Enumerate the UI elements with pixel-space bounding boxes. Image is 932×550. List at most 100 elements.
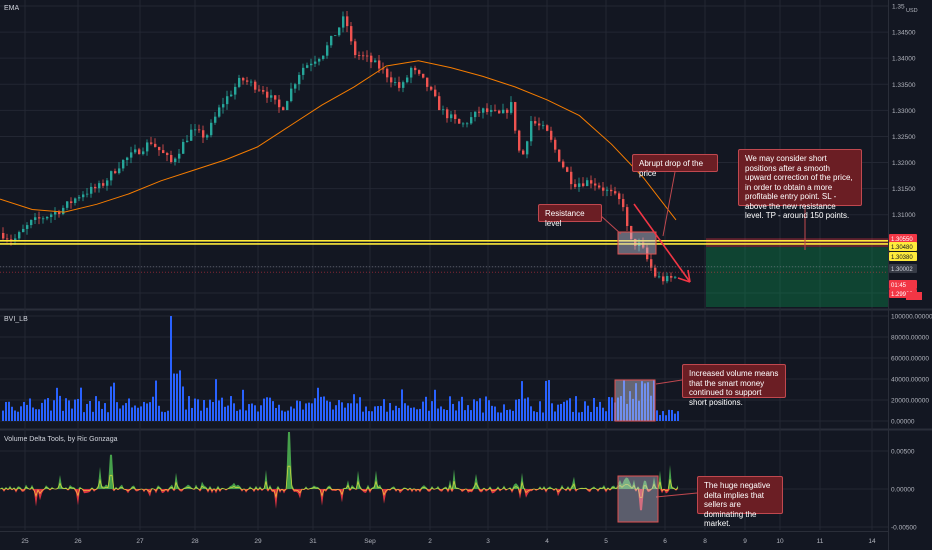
candle-body — [310, 63, 313, 66]
volume-bar — [134, 405, 136, 421]
candle-body — [562, 161, 565, 168]
volume-bar — [281, 410, 283, 421]
time-tick-label: 14 — [868, 538, 876, 545]
volume-bar — [239, 409, 241, 421]
candle-body — [186, 140, 189, 142]
candle-body — [230, 94, 233, 97]
candle-body — [58, 211, 61, 215]
volume-bar — [278, 404, 280, 421]
candle-body — [194, 129, 197, 131]
candle-body — [478, 111, 481, 113]
candle-body — [350, 26, 353, 42]
volume-bar — [662, 411, 664, 421]
volume-bar — [650, 395, 652, 421]
candle-body — [198, 129, 201, 131]
volume-bar — [437, 408, 439, 421]
volume-bar — [350, 403, 352, 421]
candle-body — [286, 101, 289, 111]
candle-body — [130, 152, 133, 158]
volume-bar — [368, 411, 370, 421]
candle-body — [606, 189, 609, 191]
delta-signal-line — [0, 465, 679, 499]
candle-body — [42, 218, 45, 220]
position-profit-zone — [706, 247, 888, 307]
volume-bar — [404, 403, 406, 421]
candle-body — [226, 96, 229, 105]
time-tick-label: 8 — [703, 538, 707, 545]
volume-bar — [224, 406, 226, 421]
volume-bar — [383, 399, 385, 421]
volume-bar — [632, 398, 634, 421]
candle-body — [486, 108, 489, 112]
volume-bar — [233, 403, 235, 421]
volume-bars-group — [2, 316, 679, 421]
volume-bar — [635, 383, 637, 421]
volume-bar — [95, 396, 97, 421]
candle-body — [450, 114, 453, 119]
candle-body — [526, 141, 529, 155]
volume-bar — [476, 401, 478, 421]
time-tick-label: 3 — [486, 538, 490, 545]
volume-bar — [374, 406, 376, 421]
volume-bar — [308, 402, 310, 421]
candle-body — [18, 232, 21, 239]
candle-body — [506, 109, 509, 113]
volume-bar — [563, 401, 565, 421]
volume-bar — [473, 399, 475, 421]
candle-body — [214, 116, 217, 123]
volume-bar — [515, 399, 517, 421]
annotation-short-positions: We may consider short positions after a … — [738, 149, 862, 220]
candle-body — [538, 123, 541, 126]
volume-bar — [212, 401, 214, 421]
candle-body — [306, 65, 309, 68]
candle-body — [282, 107, 285, 111]
volume-bar — [587, 405, 589, 421]
volume-bar — [71, 408, 73, 421]
candle-body — [178, 153, 181, 159]
candle-body — [530, 121, 533, 142]
candle-body — [502, 109, 505, 114]
price-tick-label: 1.31000 — [892, 212, 916, 219]
volume-bar — [176, 373, 178, 421]
volume-bar — [335, 405, 337, 421]
candle-body — [122, 160, 125, 169]
volume-bar — [572, 411, 574, 421]
candle-body — [394, 82, 397, 83]
candle-body — [174, 158, 177, 163]
volume-bar — [215, 379, 217, 421]
volume-bar — [455, 410, 457, 421]
delta-panel-title: Volume Delta Tools, by Ric Gonzaga — [4, 436, 118, 443]
volume-bar — [467, 405, 469, 421]
volume-bar — [668, 409, 670, 421]
time-tick-label: 10 — [776, 538, 784, 545]
candle-body — [550, 130, 553, 140]
volume-bar — [161, 411, 163, 421]
volume-bar — [206, 407, 208, 421]
volume-bar — [416, 409, 418, 421]
time-tick-label: 2 — [428, 538, 432, 545]
candle-body — [106, 180, 109, 186]
volume-bar — [77, 398, 79, 421]
volume-tick-label: 60000.00000 — [891, 356, 929, 363]
volume-bar — [110, 386, 112, 421]
volume-bar — [560, 403, 562, 421]
candle-body — [30, 219, 33, 226]
candle-body — [494, 109, 497, 111]
volume-bar — [125, 403, 127, 421]
candle-body — [510, 102, 513, 113]
candle-body — [86, 193, 89, 195]
candle-body — [274, 95, 277, 100]
volume-bar — [596, 406, 598, 421]
volume-bar — [290, 406, 292, 421]
volume-bar — [401, 389, 403, 421]
candle-body — [290, 88, 293, 102]
candle-body — [590, 180, 593, 184]
candle-body — [582, 183, 585, 187]
volume-bar — [590, 411, 592, 421]
volume-bar — [485, 396, 487, 421]
delta-negative-area — [0, 489, 678, 511]
volume-bar — [452, 403, 454, 421]
price-scale-tag-label: 1.30480 — [891, 245, 913, 251]
candle-body — [146, 142, 149, 152]
